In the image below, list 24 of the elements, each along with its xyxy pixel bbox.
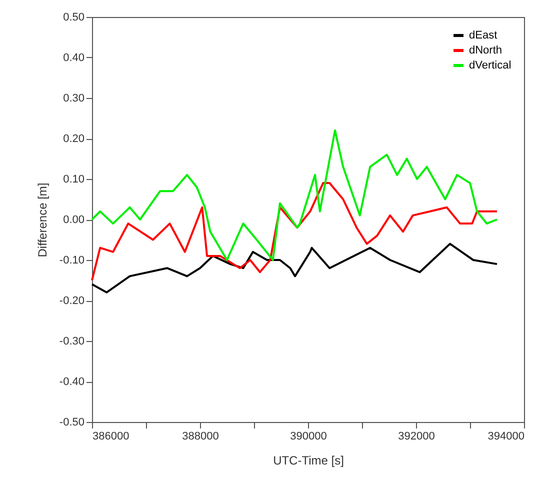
line-series — [91, 182, 498, 282]
y-tick-label: -0.30 — [59, 336, 84, 348]
x-axis-title: UTC-Time [s] — [273, 454, 344, 468]
line-series — [91, 242, 498, 294]
x-tick-label: 394000 — [488, 430, 524, 442]
y-tick-label: -0.20 — [59, 295, 84, 307]
y-tick-label: 0.30 — [63, 92, 84, 104]
legend-label: dNorth — [469, 44, 502, 56]
y-tick-label: -0.10 — [59, 254, 84, 266]
y-tick-label: 0.40 — [63, 52, 84, 64]
y-tick-label: 0.20 — [63, 133, 84, 145]
y-tick-label: 0.10 — [63, 174, 84, 186]
y-axis-title: Difference [m] — [35, 182, 50, 258]
legend-label: dVertical — [469, 60, 512, 72]
legend-label: dEast — [469, 30, 498, 42]
x-tick-label: 386000 — [92, 430, 130, 442]
x-tick-label: 388000 — [182, 430, 219, 442]
x-tick-label: 392000 — [398, 430, 435, 442]
y-tick-label: -0.50 — [59, 416, 84, 428]
y-tick-label: -0.40 — [59, 376, 84, 388]
y-tick-label: 0.00 — [63, 214, 84, 226]
x-tick-label: 390000 — [290, 430, 327, 442]
y-tick-label: 0.50 — [63, 12, 84, 24]
line-series — [91, 129, 498, 261]
